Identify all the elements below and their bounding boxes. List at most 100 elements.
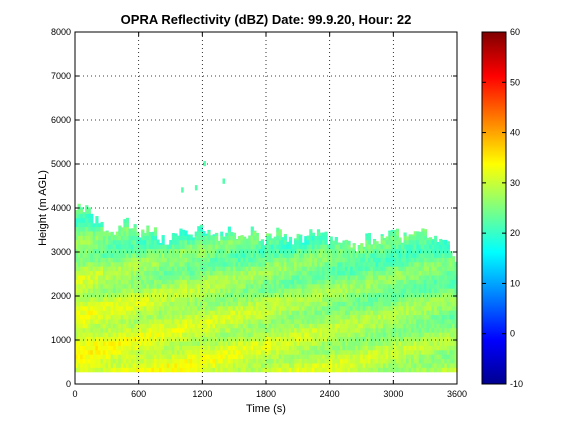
- reflectivity-cell: [423, 239, 428, 245]
- reflectivity-cell: [299, 257, 303, 263]
- reflectivity-cell: [383, 292, 387, 298]
- reflectivity-cell: [451, 323, 456, 329]
- reflectivity-cell: [207, 230, 211, 236]
- reflectivity-cell: [120, 327, 124, 333]
- reflectivity-cell: [230, 274, 234, 280]
- reflectivity-cell: [268, 305, 272, 311]
- reflectivity-cell: [207, 349, 211, 355]
- reflectivity-cell: [258, 340, 262, 346]
- reflectivity-cell: [143, 279, 147, 285]
- reflectivity-cell: [260, 336, 265, 342]
- reflectivity-cell: [314, 248, 318, 254]
- reflectivity-cell: [245, 283, 249, 289]
- reflectivity-cell: [164, 257, 168, 263]
- reflectivity-cell: [350, 296, 354, 302]
- reflectivity-cell: [454, 270, 457, 276]
- reflectivity-cell: [230, 279, 234, 285]
- reflectivity-cell: [131, 345, 135, 351]
- reflectivity-cell: [418, 340, 422, 346]
- reflectivity-cell: [148, 301, 152, 307]
- reflectivity-cell: [138, 266, 142, 272]
- reflectivity-cell: [159, 261, 163, 267]
- reflectivity-cell: [148, 340, 152, 346]
- reflectivity-cell: [436, 323, 440, 329]
- reflectivity-cell: [309, 257, 313, 263]
- reflectivity-cell: [393, 244, 397, 250]
- reflectivity-cell: [388, 310, 392, 316]
- reflectivity-cell: [395, 367, 400, 373]
- reflectivity-cell: [133, 274, 137, 280]
- reflectivity-cell: [355, 266, 359, 272]
- reflectivity-cell: [436, 314, 440, 320]
- reflectivity-cell: [375, 279, 379, 285]
- reflectivity-cell: [187, 266, 191, 272]
- reflectivity-cell: [416, 305, 420, 311]
- reflectivity-cell: [166, 270, 170, 276]
- reflectivity-cell: [240, 274, 244, 280]
- reflectivity-cell: [156, 292, 160, 298]
- reflectivity-cell: [421, 279, 425, 285]
- reflectivity-cell: [115, 332, 119, 338]
- reflectivity-cell: [215, 283, 219, 289]
- reflectivity-cell: [179, 318, 183, 324]
- reflectivity-cell: [225, 279, 229, 285]
- reflectivity-cell: [439, 292, 443, 298]
- reflectivity-cell: [243, 296, 247, 302]
- reflectivity-cell: [237, 314, 242, 320]
- reflectivity-cell: [413, 292, 417, 298]
- reflectivity-cell: [148, 292, 152, 298]
- reflectivity-cell: [159, 318, 163, 324]
- reflectivity-cell: [240, 283, 244, 289]
- reflectivity-cell: [207, 305, 211, 311]
- reflectivity-cell: [286, 310, 290, 316]
- reflectivity-cell: [235, 296, 239, 302]
- reflectivity-cell: [304, 296, 308, 302]
- reflectivity-cell: [296, 288, 300, 294]
- reflectivity-cell: [248, 283, 252, 289]
- reflectivity-cell: [146, 296, 150, 302]
- reflectivity-cell: [296, 349, 300, 355]
- reflectivity-cell: [266, 288, 270, 294]
- reflectivity-cell: [393, 266, 397, 272]
- reflectivity-cell: [128, 305, 132, 311]
- reflectivity-cell: [113, 336, 117, 342]
- reflectivity-cell: [95, 305, 99, 311]
- reflectivity-cell: [444, 336, 448, 342]
- reflectivity-cell: [161, 362, 165, 368]
- reflectivity-cell: [372, 288, 377, 294]
- reflectivity-cell: [174, 257, 178, 263]
- reflectivity-cell: [403, 323, 407, 329]
- reflectivity-cell: [301, 248, 305, 254]
- reflectivity-cell: [352, 323, 356, 329]
- reflectivity-cell: [80, 244, 84, 250]
- reflectivity-cell: [314, 292, 318, 298]
- reflectivity-cell: [360, 292, 364, 298]
- reflectivity-cell: [324, 310, 328, 316]
- reflectivity-cell: [237, 305, 242, 311]
- reflectivity-cell: [309, 261, 313, 267]
- reflectivity-cell: [151, 301, 155, 307]
- reflectivity-cell: [393, 310, 397, 316]
- reflectivity-cell: [245, 301, 249, 307]
- reflectivity-cell: [75, 244, 79, 250]
- reflectivity-cell: [276, 279, 280, 285]
- reflectivity-cell: [125, 274, 130, 280]
- reflectivity-cell: [271, 336, 275, 342]
- reflectivity-cell: [347, 244, 351, 250]
- reflectivity-cell: [230, 266, 234, 272]
- reflectivity-cell: [217, 323, 221, 329]
- reflectivity-cell: [416, 336, 420, 342]
- reflectivity-cell: [304, 244, 308, 250]
- reflectivity-cell: [133, 362, 137, 368]
- reflectivity-cell: [187, 358, 191, 364]
- reflectivity-cell: [421, 332, 425, 338]
- reflectivity-cell: [334, 349, 338, 355]
- reflectivity-cell: [120, 332, 124, 338]
- reflectivity-cell: [309, 336, 313, 342]
- reflectivity-cell: [171, 235, 175, 241]
- reflectivity-cell: [266, 266, 270, 272]
- reflectivity-cell: [204, 288, 209, 294]
- reflectivity-cell: [146, 336, 150, 342]
- reflectivity-cell: [367, 358, 372, 364]
- reflectivity-cell: [123, 261, 127, 267]
